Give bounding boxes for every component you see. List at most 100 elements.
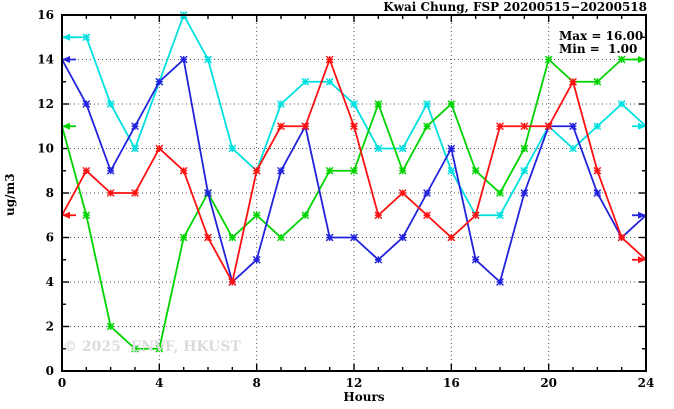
y-tick-label: 16	[37, 8, 54, 22]
series-red-marker	[522, 124, 526, 128]
series-green-marker	[157, 347, 161, 351]
series-green-marker	[133, 347, 137, 351]
x-tick-label: 24	[638, 376, 655, 390]
series-red-marker	[449, 235, 453, 240]
series-cyan-marker	[109, 102, 113, 106]
series-cyan-marker	[620, 102, 624, 106]
series-cyan-marker	[303, 80, 307, 84]
series-cyan-marker	[230, 146, 234, 151]
series-red-marker	[255, 169, 259, 173]
series-cyan-marker	[279, 102, 283, 106]
series-red-marker	[206, 235, 210, 240]
series-cyan-marker	[449, 169, 453, 173]
series-blue-marker	[352, 235, 356, 240]
series-red-marker	[157, 146, 161, 151]
series-green-marker	[547, 57, 551, 62]
y-tick-label: 6	[46, 231, 54, 245]
series-cyan-marker	[328, 80, 332, 84]
legend-min-label: Min = 1.00	[559, 42, 638, 56]
series-cyan-marker	[206, 57, 210, 62]
series-cyan-marker	[352, 102, 356, 106]
series-blue-marker	[376, 258, 380, 262]
series-green-marker	[84, 213, 88, 217]
series-red-marker	[230, 280, 234, 284]
series-red-marker	[279, 124, 283, 128]
series-red-marker	[425, 213, 429, 217]
series-cyan-marker	[498, 213, 502, 217]
series-cyan-marker	[571, 146, 575, 151]
series-blue-marker	[133, 124, 137, 128]
series-red-marker	[620, 235, 624, 240]
series-green-marker	[303, 213, 307, 217]
series-red-marker	[328, 57, 332, 62]
series-cyan-marker	[84, 35, 88, 39]
series-red-marker	[571, 80, 575, 84]
series-blue-marker	[206, 191, 210, 195]
plot-border	[61, 14, 647, 372]
series-red-marker	[133, 191, 137, 195]
series-green-marker	[522, 146, 526, 151]
series-blue-marker	[474, 258, 478, 262]
series-red-marker	[352, 124, 356, 128]
series-cyan-marker	[376, 146, 380, 151]
x-axis-label: Hours	[343, 390, 385, 404]
series-blue-marker	[522, 191, 526, 195]
series-blue-marker	[571, 124, 575, 128]
series-red-marker	[182, 169, 186, 173]
y-axis-label: ug/m3	[3, 173, 17, 216]
series-green-marker	[595, 80, 599, 84]
series-blue-marker	[449, 146, 453, 151]
y-tick-label: 10	[37, 142, 54, 156]
series-green-marker	[401, 169, 405, 173]
series-cyan-marker	[522, 169, 526, 173]
series-green-marker	[255, 213, 259, 217]
series-red-marker	[376, 213, 380, 217]
series-blue-marker	[109, 169, 113, 173]
legend-max-label: Max = 16.00	[559, 29, 644, 43]
legend-box: Max = 16.00 Min = 1.00	[559, 30, 643, 56]
series-blue-marker	[182, 57, 186, 62]
series-blue-marker	[401, 235, 405, 240]
watermark: © 2025 ENVF, HKUST	[63, 339, 241, 355]
series-blue-marker	[84, 102, 88, 106]
x-tick-label: 8	[252, 376, 260, 390]
series-cyan-marker	[401, 146, 405, 151]
series-red-marker	[595, 169, 599, 173]
chart-title: Kwai Chung, FSP 20200515−20200518	[383, 0, 647, 14]
y-tick-label: 12	[37, 97, 54, 111]
series-blue-marker	[279, 169, 283, 173]
series-green-marker	[498, 191, 502, 195]
y-tick-label: 14	[37, 53, 54, 67]
series-blue-marker	[425, 191, 429, 195]
x-tick-label: 4	[155, 376, 163, 390]
series-red-marker	[109, 191, 113, 195]
series-green-marker	[376, 102, 380, 106]
x-tick-label: 20	[540, 376, 557, 390]
series-green-marker	[425, 124, 429, 128]
series-green-marker	[230, 235, 234, 240]
series-red-marker	[547, 124, 551, 128]
series-blue-marker	[498, 280, 502, 284]
series-green-marker	[328, 169, 332, 173]
y-tick-label: 0	[46, 364, 54, 378]
y-tick-label: 4	[46, 275, 54, 289]
series-cyan-marker	[425, 102, 429, 106]
series-red-marker	[498, 124, 502, 128]
series-green-marker	[352, 169, 356, 173]
series-green-marker	[620, 57, 624, 62]
series-green-marker	[182, 235, 186, 240]
y-tick-label: 2	[46, 320, 54, 334]
series-red-marker	[84, 169, 88, 173]
series-red-marker	[401, 191, 405, 195]
series-blue-marker	[157, 80, 161, 84]
series-red-marker	[474, 213, 478, 217]
series-cyan-marker	[133, 146, 137, 151]
y-tick-label: 8	[46, 186, 54, 200]
series-red-marker	[303, 124, 307, 128]
x-tick-label: 0	[58, 376, 66, 390]
series-green-marker	[449, 102, 453, 106]
series-cyan-marker	[595, 124, 599, 128]
x-tick-label: 16	[443, 376, 460, 390]
